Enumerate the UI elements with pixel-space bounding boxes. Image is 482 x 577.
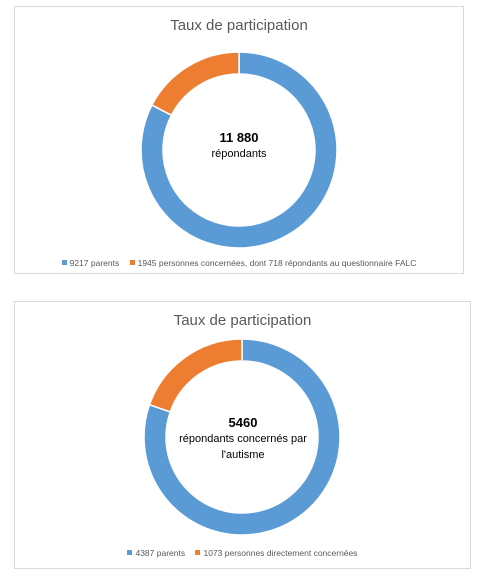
chart-1-legend-item-concerned: 1945 personnes concernées, dont 718 répo… (129, 258, 417, 268)
chart-1-center-value: 11 880 (219, 130, 259, 145)
chart-1-legend-item-parents: 9217 parents (61, 258, 120, 268)
chart-1-legend-swatch-orange (129, 260, 135, 266)
chart-2-legend-item-parents: 4387 parents (127, 548, 185, 558)
chart-2-legend: 4387 parents 1073 personnes directement … (15, 548, 470, 558)
chart-1-legend-label-concerned: 1945 personnes concernées, dont 718 répo… (137, 258, 417, 268)
chart-2-title: Taux de participation (173, 312, 312, 329)
chart-1-legend-label-parents: 9217 parents (69, 258, 120, 268)
chart-2-legend-swatch-blue (127, 550, 133, 556)
chart-1-legend: 9217 parents 1945 personnes concernées, … (15, 258, 463, 268)
chart-1-donut (140, 51, 338, 249)
chart-2-legend-label-concerned: 1073 personnes directement concernées (203, 548, 358, 558)
chart-2-slice-parents (143, 338, 341, 536)
chart-1-legend-swatch-blue (61, 260, 67, 266)
chart-2-center-label: répondants concernés par l'autisme (179, 433, 307, 461)
chart-2-slice-concerned (148, 338, 243, 413)
chart-2-donut (143, 338, 341, 536)
chart-card-2: Taux de participation 5460 répondants co… (14, 301, 471, 569)
chart-1-center: 11 880 répondants (189, 130, 289, 162)
chart-card-1: Taux de participation 11 880 répondants … (14, 6, 464, 274)
chart-1-slice-parents (140, 51, 338, 249)
chart-1-title: Taux de participation (170, 17, 308, 34)
chart-2-legend-swatch-orange (195, 550, 201, 556)
chart-1-slice-concerned (150, 51, 240, 117)
chart-2-center: 5460 répondants concernés par l'autisme (178, 415, 308, 463)
chart-2-legend-label-parents: 4387 parents (135, 548, 186, 558)
chart-2-legend-item-concerned: 1073 personnes directement concernées (195, 548, 358, 558)
chart-1-center-label: répondants (211, 148, 267, 160)
chart-2-center-value: 5460 (228, 415, 258, 430)
